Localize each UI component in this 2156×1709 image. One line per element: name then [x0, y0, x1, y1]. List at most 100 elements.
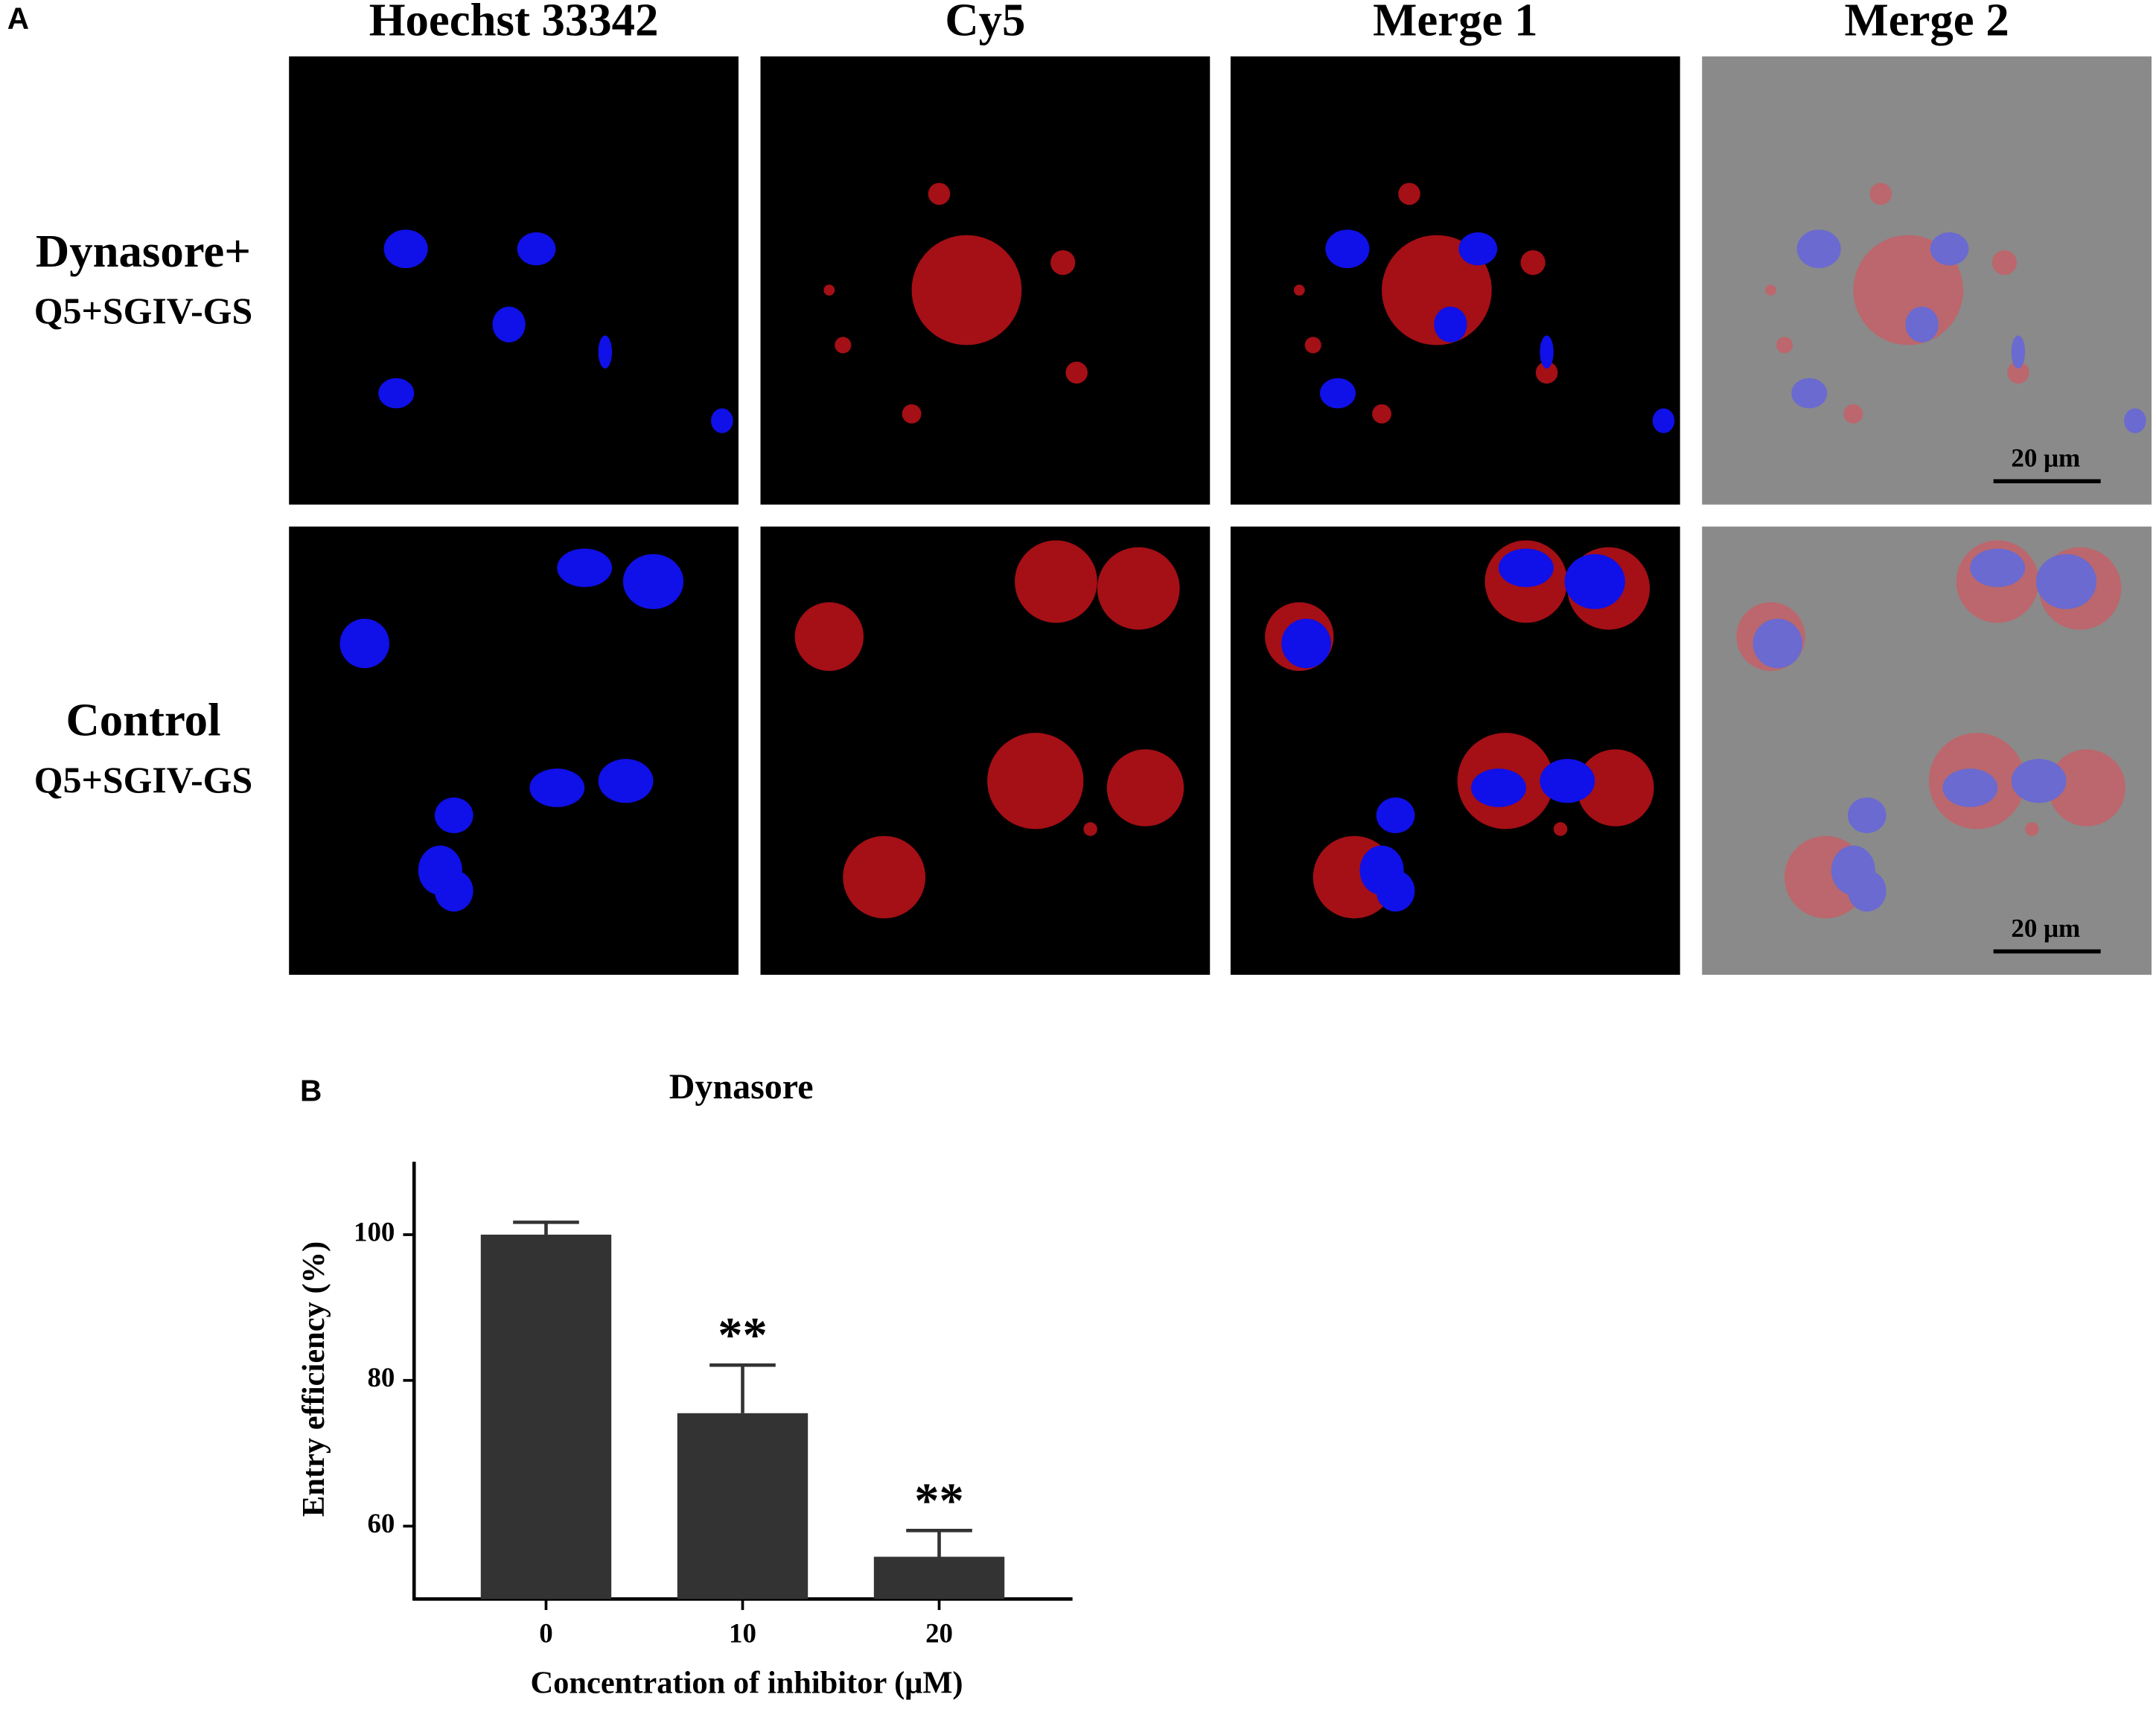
signal [1372, 404, 1391, 424]
y-tick-label: 60 [367, 1508, 395, 1538]
nucleus [557, 548, 613, 588]
y-axis-label: Entry efficiency (%) [296, 1241, 331, 1517]
nucleus [1540, 335, 1554, 369]
y-tick-label: 80 [367, 1362, 395, 1393]
signal [1765, 284, 1776, 296]
x-tick-label: 10 [729, 1618, 756, 1649]
panel-label: B [300, 1074, 322, 1108]
nucleus [1942, 768, 1998, 807]
signal [1843, 404, 1863, 424]
nucleus [1847, 797, 1886, 833]
nucleus [1930, 232, 1969, 266]
nucleus [622, 554, 684, 609]
nucleus [1281, 618, 1331, 669]
column-header: Merge 1 [1373, 0, 1537, 46]
x-axis-label: Concentration of inhibitor (μM) [531, 1665, 963, 1700]
bar [677, 1413, 808, 1600]
nucleus [1791, 378, 1828, 409]
row-label: Q5+SGIV-GS [34, 760, 252, 801]
nucleus [339, 618, 389, 669]
signal [1097, 547, 1180, 630]
signal [2025, 822, 2039, 836]
column-header: Cy5 [945, 0, 1025, 46]
signal [987, 733, 1084, 830]
bar-chart: Dynasore 60 80 100 0 10 20 ** ** Concentration of… [296, 1067, 1073, 1700]
nucleus [711, 408, 733, 433]
signal [2048, 749, 2125, 827]
nucleus [434, 870, 473, 912]
signal [1869, 182, 1892, 206]
nucleus [1376, 870, 1415, 912]
signal [1577, 749, 1654, 827]
nucleus [2124, 408, 2146, 433]
nucleus [1847, 870, 1886, 912]
nucleus [529, 768, 585, 807]
significance: ** [914, 1474, 963, 1528]
panel-label: A [7, 1, 29, 35]
x-tick-label: 0 [539, 1618, 552, 1649]
bar [873, 1556, 1005, 1600]
signal [1106, 749, 1184, 827]
signal [1535, 361, 1558, 384]
nucleus [1564, 554, 1625, 609]
nucleus [1325, 229, 1370, 269]
signal [1304, 337, 1321, 354]
bar [480, 1235, 612, 1600]
row-label: Q5+SGIV-GS [34, 290, 252, 331]
column-header: Merge 2 [1844, 0, 2009, 46]
signal [1083, 822, 1097, 836]
nucleus [517, 232, 556, 266]
signal [1293, 284, 1305, 296]
signal [823, 284, 835, 296]
signal [1065, 361, 1088, 384]
nucleus [2035, 554, 2097, 609]
y-tick-label: 100 [354, 1216, 395, 1247]
nucleus [1970, 548, 2026, 588]
nucleus [378, 378, 415, 409]
signal [902, 404, 922, 424]
nucleus [1319, 378, 1356, 409]
row-label: Control [66, 693, 220, 745]
signal [1991, 250, 2018, 276]
signal [2007, 361, 2029, 384]
nucleus [492, 306, 526, 343]
nucleus [1376, 797, 1415, 833]
chart-title: Dynasore [669, 1067, 814, 1107]
nucleus [1434, 306, 1467, 343]
nucleus [1652, 408, 1675, 433]
column-header: Hoechst 33342 [369, 0, 659, 46]
row-label: Dynasore+ [36, 225, 251, 277]
nucleus [1498, 548, 1554, 588]
signal [1015, 540, 1097, 623]
nucleus [598, 335, 613, 369]
signal [843, 836, 926, 919]
micrographs: Hoechst 33342 Cy5 Merge 1 Merge 2 Dynasore+ Q… [34, 0, 2152, 976]
significance: ** [718, 1308, 767, 1363]
nucleus [1471, 768, 1526, 807]
nucleus [1905, 306, 1939, 343]
nucleus [2011, 759, 2067, 803]
scale-bar-label: 20 μm [2011, 444, 2080, 473]
scale-bar-label: 20 μm [2011, 914, 2080, 943]
signal [1398, 182, 1420, 206]
nucleus [598, 759, 654, 803]
micrograph [289, 56, 739, 505]
nucleus [1458, 232, 1498, 266]
signal [1553, 822, 1568, 836]
nucleus [434, 797, 473, 833]
nucleus [1752, 618, 1803, 669]
signal [928, 182, 951, 206]
nucleus [383, 229, 428, 269]
signal [1050, 250, 1076, 276]
signal [835, 337, 852, 354]
nucleus [1796, 229, 1841, 269]
x-tick-label: 20 [925, 1618, 953, 1649]
signal [794, 602, 864, 672]
nucleus [1540, 759, 1595, 803]
signal [1520, 250, 1546, 276]
signal [1776, 337, 1793, 354]
nucleus [2011, 335, 2026, 369]
signal [911, 235, 1022, 346]
